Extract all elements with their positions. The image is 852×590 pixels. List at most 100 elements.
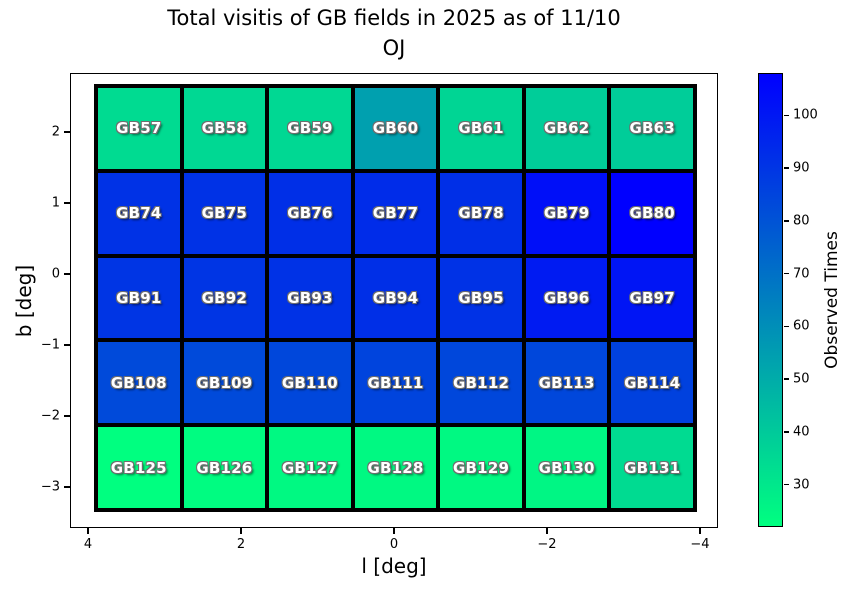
heatmap-cell: GB77 [354, 172, 437, 254]
x-tick-mark [393, 528, 395, 534]
cell-label: GB114 [624, 373, 681, 392]
cell-label: GB110 [281, 373, 338, 392]
colorbar-tick-mark [784, 431, 789, 433]
heatmap-cell: GB57 [98, 88, 180, 169]
colorbar-tick-label: 90 [793, 160, 810, 176]
cell-label: GB127 [281, 458, 338, 477]
heatmap-cell: GB97 [611, 257, 693, 339]
cell-label: GB94 [372, 288, 419, 307]
cell-label: GB91 [116, 288, 162, 307]
heatmap-cell: GB128 [354, 427, 437, 508]
colorbar [758, 73, 783, 527]
y-tick-label: 1 [51, 195, 60, 211]
cell-label: GB58 [201, 119, 248, 138]
colorbar-tick-mark [784, 378, 789, 380]
cell-label: GB78 [458, 204, 504, 223]
x-tick-mark [546, 528, 548, 534]
heatmap-cell: GB96 [525, 257, 608, 339]
colorbar-tick-label: 80 [793, 213, 810, 229]
x-tick-mark [699, 528, 701, 534]
cell-label: GB109 [196, 373, 253, 392]
x-tick-label: 4 [83, 537, 93, 552]
heatmap-cell: GB74 [98, 172, 180, 254]
heatmap-cell: GB125 [98, 427, 180, 508]
heatmap-cell: GB63 [611, 88, 693, 169]
x-tick-label: 0 [389, 537, 399, 552]
colorbar-tick-mark [784, 114, 789, 116]
heatmap-cell: GB112 [440, 342, 522, 424]
heatmap-cell: GB80 [611, 172, 693, 254]
heatmap-cell: GB75 [183, 172, 266, 254]
y-axis-label: b [deg] [12, 264, 36, 338]
y-tick-mark [64, 486, 70, 488]
heatmap-cell: GB94 [354, 257, 437, 339]
colorbar-tick-label: 50 [793, 371, 810, 387]
colorbar-tick-label: 100 [793, 107, 818, 123]
colorbar-label: Observed Times [822, 231, 842, 369]
cell-label: GB59 [287, 119, 333, 138]
heatmap-cell: GB78 [440, 172, 522, 254]
heatmap-cell: GB61 [440, 88, 522, 169]
heatmap-cell: GB114 [611, 342, 693, 424]
cell-label: GB60 [372, 119, 419, 138]
cell-label: GB108 [110, 373, 167, 392]
cell-label: GB74 [116, 204, 162, 223]
cell-label: GB57 [116, 119, 162, 138]
y-tick-label: 2 [51, 124, 60, 140]
heatmap-cell: GB111 [354, 342, 437, 424]
colorbar-tick-label: 30 [793, 477, 810, 493]
cell-label: GB97 [629, 288, 675, 307]
heatmap-cell: GB76 [269, 172, 351, 254]
cell-label: GB93 [287, 288, 333, 307]
heatmap-cell: GB60 [354, 88, 437, 169]
heatmap-grid: GB57 GB58 GB59 GB60 GB61 GB62 GB63 GB74 GB75 GB76… [94, 84, 697, 512]
heatmap-cell: GB92 [183, 257, 266, 339]
y-tick-mark [64, 202, 70, 204]
colorbar-tick-mark [784, 167, 789, 169]
heatmap-cell: GB58 [183, 88, 266, 169]
cell-label: GB95 [458, 288, 504, 307]
cell-label: GB129 [453, 458, 510, 477]
heatmap-cell: GB110 [269, 342, 351, 424]
colorbar-tick-mark [784, 220, 789, 222]
cell-label: GB61 [458, 119, 504, 138]
heatmap-cell: GB131 [611, 427, 693, 508]
cell-label: GB128 [367, 458, 424, 477]
y-tick-mark [64, 131, 70, 133]
x-tick-label: −2 [537, 537, 557, 552]
cell-label: GB62 [543, 119, 590, 138]
y-tick-label: 0 [51, 266, 60, 282]
cell-label: GB111 [367, 373, 424, 392]
cell-label: GB79 [543, 204, 590, 223]
cell-label: GB126 [196, 458, 253, 477]
x-axis-label: l [deg] [361, 554, 427, 578]
heatmap-cell: GB95 [440, 257, 522, 339]
cell-label: GB130 [538, 458, 595, 477]
y-tick-label: −2 [40, 408, 60, 424]
heatmap-cell: GB113 [525, 342, 608, 424]
colorbar-tick-label: 60 [793, 318, 810, 334]
colorbar-tick-label: 70 [793, 266, 810, 282]
cell-label: GB113 [538, 373, 595, 392]
heatmap-cell: GB59 [269, 88, 351, 169]
heatmap-cell: GB62 [525, 88, 608, 169]
y-tick-mark [64, 344, 70, 346]
heatmap-cell: GB79 [525, 172, 608, 254]
chart-subtitle: OJ [382, 36, 406, 60]
heatmap-cell: GB91 [98, 257, 180, 339]
heatmap-cell: GB130 [525, 427, 608, 508]
cell-label: GB96 [543, 288, 590, 307]
heatmap-cell: GB126 [183, 427, 266, 508]
heatmap-cell: GB109 [183, 342, 266, 424]
x-tick-mark [87, 528, 89, 534]
heatmap-cell: GB93 [269, 257, 351, 339]
cell-label: GB125 [110, 458, 167, 477]
colorbar-tick-mark [784, 272, 789, 275]
heatmap-cell: GB129 [440, 427, 522, 508]
x-tick-label: −4 [690, 537, 710, 552]
y-tick-label: −3 [40, 479, 60, 495]
x-tick-label: 2 [236, 537, 246, 552]
heatmap-cell: GB127 [269, 427, 351, 508]
chart-title: Total visitis of GB fields in 2025 as of… [167, 6, 621, 30]
